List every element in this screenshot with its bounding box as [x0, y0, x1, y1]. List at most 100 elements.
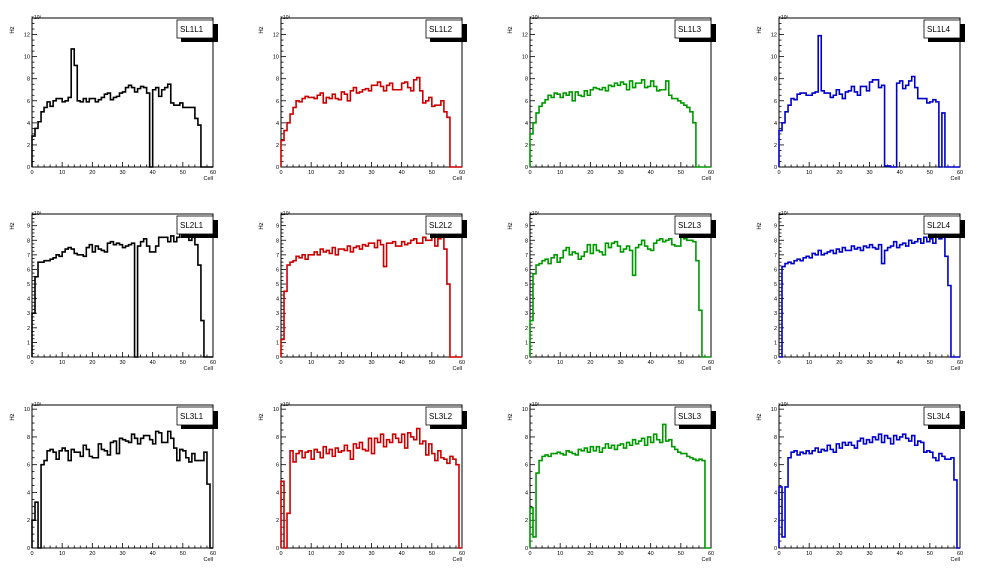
y-axis-title: Hz — [259, 413, 265, 420]
x-tick-label: 0 — [279, 551, 282, 557]
x-tick-label: 50 — [429, 551, 435, 557]
histogram-bin — [945, 256, 948, 357]
y-tick-label: 3 — [27, 311, 30, 317]
histogram-title: SL3L2 — [429, 412, 453, 421]
histogram-bin — [912, 436, 915, 548]
histogram-bin — [860, 250, 863, 357]
histogram-bin — [326, 454, 329, 548]
histogram-bin — [284, 131, 287, 167]
histogram-bin — [648, 86, 651, 167]
histogram-bin — [414, 239, 417, 357]
x-tick-label: 0 — [30, 170, 33, 176]
title-box — [674, 215, 712, 235]
histogram-bin — [372, 243, 375, 357]
histogram-bin — [426, 455, 429, 548]
y-tick-label: 6 — [774, 267, 777, 273]
histogram-bin — [308, 451, 311, 548]
histogram-bin — [669, 239, 672, 357]
x-tick-label: 50 — [180, 170, 186, 176]
histogram-bin — [290, 114, 293, 167]
histogram-bin — [65, 249, 68, 357]
histogram-bin — [405, 245, 408, 357]
histogram-bin — [417, 243, 420, 357]
histogram-bin — [113, 441, 116, 548]
histogram-bin — [453, 459, 456, 548]
histogram-bin — [539, 264, 542, 357]
histogram-bin — [350, 252, 353, 357]
y-tick-label: 6 — [27, 463, 30, 469]
histogram-title: SL2L2 — [429, 221, 453, 230]
histogram-bin — [702, 461, 705, 548]
histogram-bin — [165, 442, 168, 548]
histogram-bin — [848, 442, 851, 548]
histogram-bin — [599, 90, 602, 167]
histogram-bin — [879, 434, 882, 548]
histogram-bin — [900, 81, 903, 167]
histogram-bin — [317, 255, 320, 357]
histogram-bin — [344, 250, 347, 357]
histogram-bin — [608, 248, 611, 357]
histogram-bin — [942, 237, 945, 357]
histogram-bin — [888, 438, 891, 548]
histogram-bin — [329, 99, 332, 167]
histogram-bin — [35, 128, 38, 167]
histogram-bin — [365, 246, 368, 357]
histogram-bin — [320, 93, 323, 167]
x-axis-title: Cell — [453, 366, 462, 372]
histogram-bin — [129, 245, 132, 357]
histogram-bin — [281, 481, 284, 548]
histogram-bin — [368, 243, 371, 357]
histogram-bin — [447, 463, 450, 548]
histogram-bin — [876, 80, 879, 167]
histogram-bin — [368, 91, 371, 167]
histogram-bin — [305, 259, 308, 357]
histogram-bin — [123, 440, 126, 548]
histogram-bin — [891, 444, 894, 548]
histogram-bin — [141, 242, 144, 357]
x-tick-label: 0 — [279, 360, 282, 366]
x-tick-label: 20 — [836, 360, 842, 366]
x-tick-label: 0 — [528, 551, 531, 557]
histogram-bin — [533, 123, 536, 167]
histogram-bin — [590, 90, 593, 167]
y-axis-exponent: ×10³ — [529, 211, 539, 217]
histogram-bin — [323, 447, 326, 548]
histogram-bin — [171, 236, 174, 357]
histogram-bin — [444, 459, 447, 548]
x-tick-label: 60 — [459, 551, 465, 557]
histogram-bin — [569, 92, 572, 167]
histogram-bin — [174, 448, 177, 548]
histogram-bin — [572, 101, 575, 167]
histogram-bin — [41, 262, 44, 357]
histogram-bin — [891, 246, 894, 357]
histogram-bin — [675, 246, 678, 357]
histogram-bin — [110, 242, 113, 357]
histogram-bin — [882, 264, 885, 357]
histogram-bin — [782, 123, 785, 167]
histogram-bin — [536, 265, 539, 357]
y-axis-exponent: ×10³ — [31, 402, 41, 408]
histogram-bin — [168, 84, 171, 167]
histogram-bin — [645, 445, 648, 548]
histogram-bin — [684, 105, 687, 167]
y-tick-label: 4 — [27, 297, 30, 303]
x-tick-label: 60 — [210, 360, 216, 366]
histogram-bin — [192, 454, 195, 548]
histogram-bin — [863, 86, 866, 167]
histogram-bin — [815, 92, 818, 167]
histogram-bin — [791, 99, 794, 167]
histogram-bin — [171, 438, 174, 548]
histogram-bin — [581, 256, 584, 357]
histogram-bin — [654, 243, 657, 357]
histogram-bin — [894, 436, 897, 548]
histogram-bin — [860, 86, 863, 167]
y-axis-title: Hz — [508, 26, 514, 33]
y-tick-label: 8 — [774, 77, 777, 83]
histogram-bin — [657, 240, 660, 357]
histogram-bin — [639, 245, 642, 357]
histogram-bin — [86, 102, 89, 167]
histogram-bin — [939, 239, 942, 357]
histogram-bin — [636, 444, 639, 548]
histogram-bin — [563, 250, 566, 357]
histogram-bin — [542, 103, 545, 167]
